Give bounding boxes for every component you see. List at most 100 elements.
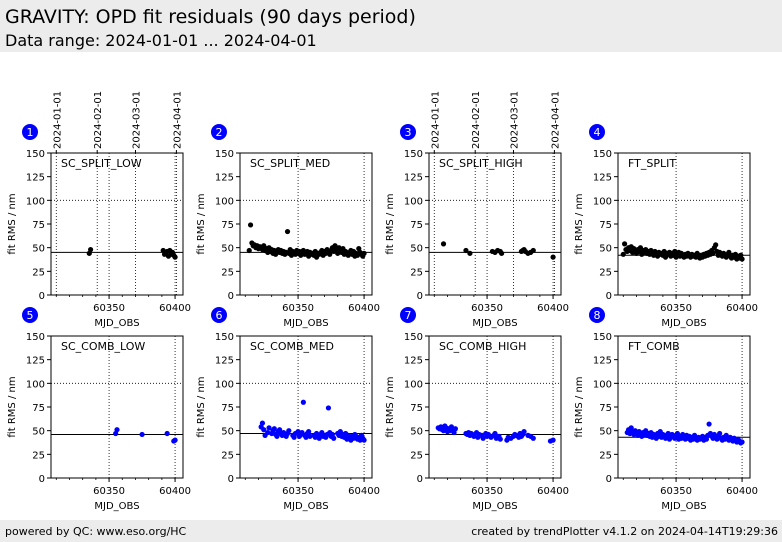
x-tick-label: 60400 — [726, 486, 758, 497]
y-tick-label: 50 — [221, 244, 234, 255]
y-axis-label: fit RMS / nm — [196, 193, 207, 254]
y-tick-label: 125 — [215, 173, 234, 184]
y-tick-label: 150 — [26, 149, 45, 160]
data-point — [467, 250, 473, 256]
data-point — [300, 399, 306, 405]
chart-panel-7: 7 SC_COMB_HIGH 0 25 50 75 100 125 150 60350 60400 M… — [385, 307, 569, 512]
plot-frame — [239, 335, 373, 479]
footer-credit: powered by QC: www.eso.org/HC — [5, 525, 187, 538]
panel-title: SC_COMB_HIGH — [439, 340, 526, 353]
data-point — [361, 437, 367, 443]
header: GRAVITY: OPD fit residuals (90 days peri… — [0, 0, 782, 52]
y-tick-label: 100 — [593, 379, 612, 390]
panel-number: 7 — [405, 309, 412, 322]
y-tick-label: 125 — [593, 173, 612, 184]
x-tick-label: 60350 — [93, 303, 125, 314]
y-tick-label: 75 — [599, 403, 612, 414]
data-point — [440, 241, 447, 247]
y-tick-label: 150 — [215, 332, 234, 343]
data-point — [710, 250, 716, 256]
panel-number-badge — [400, 124, 416, 140]
panel-number-badge — [211, 307, 227, 323]
x-axis-label: MJD_OBS — [283, 318, 328, 329]
y-tick-label: 150 — [404, 149, 423, 160]
y-tick-label: 25 — [599, 267, 612, 278]
y-tick-label: 100 — [26, 379, 45, 390]
data-point — [739, 439, 745, 445]
y-tick-label: 125 — [26, 356, 45, 367]
data-point — [172, 254, 178, 260]
x-tick-label: 60350 — [471, 303, 503, 314]
data-point — [114, 427, 120, 433]
panel-number: 8 — [594, 309, 601, 322]
y-tick-label: 150 — [215, 149, 234, 160]
data-point — [259, 420, 266, 426]
chart-panel-6: 6 SC_COMB_MED 0 25 50 75 100 125 150 60350 60400 MJ… — [196, 307, 380, 512]
y-tick-label: 100 — [404, 196, 423, 207]
plot-frame — [50, 335, 184, 479]
panel-number: 2 — [216, 126, 223, 139]
data-point — [530, 435, 536, 441]
y-tick-label: 50 — [599, 427, 612, 438]
date-tick-label: 2024-03-01 — [509, 91, 520, 149]
y-tick-label: 50 — [410, 427, 423, 438]
y-tick-label: 25 — [32, 450, 45, 461]
chart-panel-5: 5 SC_COMB_LOW 0 25 50 75 100 125 150 60350 60400 MJ… — [7, 307, 191, 512]
y-tick-label: 75 — [599, 220, 612, 231]
y-tick-label: 25 — [410, 267, 423, 278]
data-point — [139, 431, 145, 438]
x-tick-label: 60400 — [537, 303, 569, 314]
panel-title: SC_SPLIT_HIGH — [439, 157, 523, 170]
y-tick-label: 75 — [221, 403, 234, 414]
plot-frame — [239, 152, 373, 296]
page-title: GRAVITY: OPD fit residuals (90 days peri… — [5, 6, 416, 28]
data-point — [271, 426, 277, 432]
panel-title: FT_COMB — [628, 340, 680, 353]
data-point — [307, 433, 313, 439]
data-point — [739, 256, 745, 262]
data-point — [665, 430, 671, 437]
y-tick-label: 0 — [228, 474, 234, 485]
data-point — [164, 430, 170, 437]
panel-number: 3 — [405, 126, 412, 139]
data-point — [620, 251, 626, 257]
x-axis-label: MJD_OBS — [472, 318, 517, 329]
y-tick-label: 100 — [26, 196, 45, 207]
plot-frame — [617, 335, 751, 479]
data-point — [463, 247, 469, 254]
y-tick-label: 50 — [32, 427, 45, 438]
x-axis-label: MJD_OBS — [283, 501, 328, 512]
panel-number: 1 — [27, 126, 34, 139]
panel-title: SC_COMB_MED — [250, 340, 334, 353]
data-point — [717, 430, 723, 437]
y-tick-label: 25 — [221, 450, 234, 461]
x-tick-label: 60350 — [660, 486, 692, 497]
data-point — [497, 436, 503, 442]
data-point — [172, 437, 178, 443]
y-tick-label: 125 — [26, 173, 45, 184]
x-tick-label: 60350 — [93, 486, 125, 497]
y-tick-label: 150 — [26, 332, 45, 343]
data-point — [471, 433, 477, 439]
data-point — [452, 426, 458, 432]
data-point — [713, 242, 719, 248]
panel-title: SC_SPLIT_MED — [250, 157, 330, 170]
panel-number: 6 — [216, 309, 223, 322]
x-tick-label: 60350 — [282, 486, 314, 497]
panel-number-badge — [22, 307, 38, 323]
y-tick-label: 25 — [599, 450, 612, 461]
y-tick-label: 75 — [221, 220, 234, 231]
plot-frame — [428, 335, 562, 479]
data-point — [265, 429, 271, 436]
x-axis-label: MJD_OBS — [661, 318, 706, 329]
y-tick-label: 0 — [606, 291, 612, 302]
y-axis-label: fit RMS / nm — [385, 376, 396, 437]
data-point — [325, 405, 332, 411]
y-tick-label: 150 — [404, 332, 423, 343]
y-axis-label: fit RMS / nm — [7, 376, 18, 437]
y-tick-label: 50 — [221, 427, 234, 438]
x-tick-label: 60400 — [348, 303, 380, 314]
y-tick-label: 125 — [404, 173, 423, 184]
panel-title: SC_SPLIT_LOW — [61, 157, 142, 170]
